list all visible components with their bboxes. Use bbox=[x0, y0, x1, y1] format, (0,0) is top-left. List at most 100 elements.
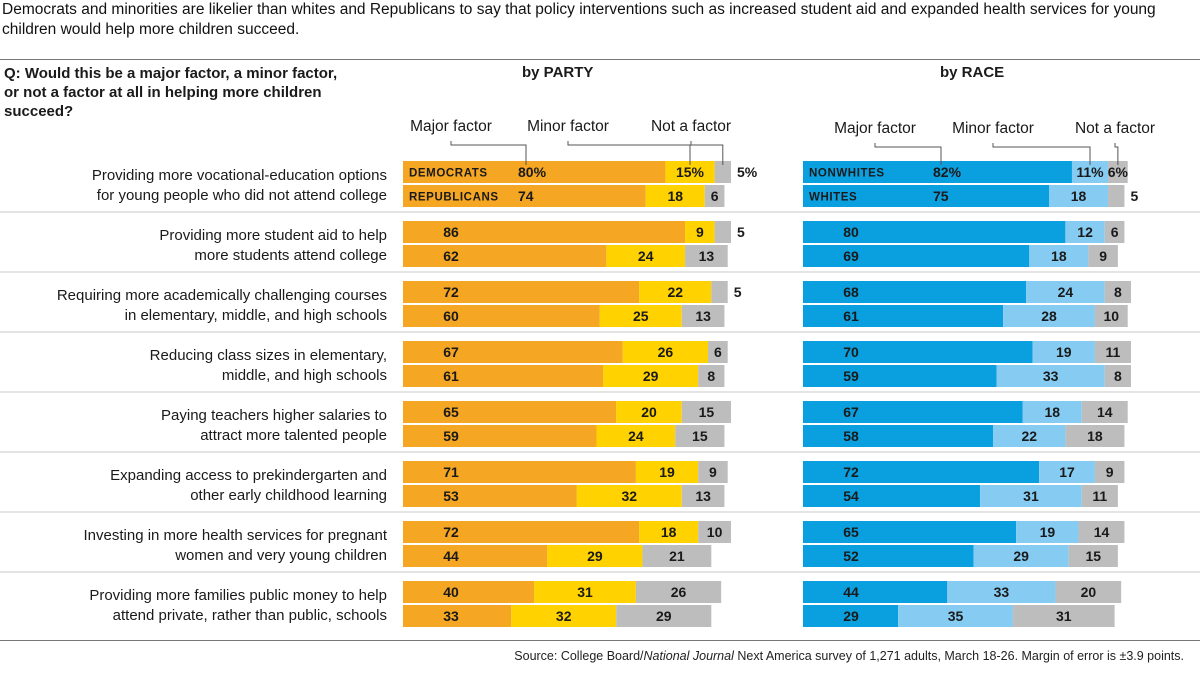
party-value-label: 24 bbox=[638, 248, 654, 264]
race-value-label: 8 bbox=[1114, 368, 1122, 384]
race-bar-minor bbox=[1071, 161, 1109, 183]
party-value-label: 9 bbox=[696, 224, 704, 240]
party-bar-minor bbox=[639, 521, 699, 543]
category-label: Providing more families public money to … bbox=[89, 587, 387, 604]
race-bar-not bbox=[1088, 245, 1118, 267]
party-value-label: 62 bbox=[443, 248, 459, 264]
race-value-label: 6 bbox=[1111, 224, 1119, 240]
party-bar-minor bbox=[639, 281, 712, 303]
race-bar-minor bbox=[980, 485, 1082, 507]
party-bar-not bbox=[681, 485, 725, 507]
party-value-label: 15 bbox=[699, 404, 715, 420]
party-bar-minor bbox=[685, 221, 715, 243]
race-bar-major bbox=[803, 425, 994, 447]
party-value-label: 13 bbox=[699, 248, 715, 264]
party-value-label: 59 bbox=[443, 428, 459, 444]
race-value-label: 69 bbox=[843, 248, 859, 264]
category-label: women and very young children bbox=[174, 547, 387, 564]
bottom-rule bbox=[0, 640, 1200, 641]
source-suffix: Next America survey of 1,271 adults, Mar… bbox=[733, 649, 1184, 663]
race-legend-label: Minor factor bbox=[952, 120, 1034, 137]
party-bar-major bbox=[403, 605, 512, 627]
race-bar-not bbox=[1068, 545, 1118, 567]
party-group-label: REPUBLICANS bbox=[409, 192, 499, 204]
party-bar-major bbox=[403, 341, 623, 363]
race-bar-major bbox=[803, 605, 899, 627]
race-value-label: 24 bbox=[1058, 284, 1074, 300]
race-value-label: 22 bbox=[1022, 428, 1038, 444]
party-value-label: 26 bbox=[671, 584, 687, 600]
race-value-label: 28 bbox=[1041, 308, 1057, 324]
race-value-label: 18 bbox=[1051, 248, 1067, 264]
race-bar-major bbox=[803, 365, 997, 387]
race-value-label: 6% bbox=[1108, 164, 1129, 180]
party-value-label: 15 bbox=[692, 428, 708, 444]
category-label: in elementary, middle, and high schools bbox=[125, 307, 387, 324]
race-value-label: 33 bbox=[994, 584, 1010, 600]
source-note: Source: College Board/National Journal N… bbox=[514, 649, 1184, 663]
party-bar-major bbox=[403, 545, 548, 567]
party-legend-leader bbox=[690, 141, 724, 165]
party-value-label: 5 bbox=[734, 284, 742, 300]
race-value-label: 59 bbox=[843, 368, 859, 384]
party-value-label: 13 bbox=[695, 488, 711, 504]
party-bar-major bbox=[403, 305, 600, 327]
race-bar-minor bbox=[973, 545, 1069, 567]
party-legend-label: Minor factor bbox=[527, 118, 609, 135]
party-value-label: 20 bbox=[641, 404, 657, 420]
race-legend-label: Major factor bbox=[834, 120, 916, 137]
category-label: Expanding access to prekindergarten and bbox=[110, 467, 387, 484]
race-value-label: 18 bbox=[1071, 188, 1087, 204]
race-bar-major bbox=[803, 485, 981, 507]
category-label: other early childhood learning bbox=[190, 487, 387, 504]
party-value-label: 61 bbox=[443, 368, 459, 384]
race-bar-major bbox=[803, 305, 1004, 327]
race-value-label: 11 bbox=[1092, 488, 1107, 504]
party-value-label: 40 bbox=[443, 584, 459, 600]
race-bar-minor bbox=[1026, 281, 1105, 303]
race-bar-minor bbox=[1029, 245, 1089, 267]
party-value-label: 18 bbox=[661, 524, 677, 540]
category-label: Providing more student aid to help bbox=[159, 227, 387, 244]
party-bar-major bbox=[403, 461, 636, 483]
race-bar-minor bbox=[1065, 221, 1105, 243]
race-bar-not bbox=[1055, 581, 1122, 603]
race-legend-leader bbox=[1114, 143, 1119, 165]
race-bar-not bbox=[1094, 305, 1128, 327]
party-bar-major bbox=[403, 365, 604, 387]
party-value-label: 5 bbox=[737, 224, 745, 240]
race-value-label: 17 bbox=[1059, 464, 1075, 480]
party-bar-minor bbox=[645, 185, 705, 207]
party-value-label: 22 bbox=[667, 284, 683, 300]
party-bar-minor bbox=[576, 485, 682, 507]
race-bar-not bbox=[1065, 425, 1125, 447]
race-value-label: 33 bbox=[1043, 368, 1059, 384]
race-value-label: 19 bbox=[1056, 344, 1072, 360]
race-value-label: 14 bbox=[1097, 404, 1113, 420]
party-bar-not bbox=[675, 425, 725, 447]
race-bar-major bbox=[803, 401, 1023, 423]
race-value-label: 5 bbox=[1130, 188, 1138, 204]
race-bar-not bbox=[1081, 485, 1118, 507]
race-value-label: 9 bbox=[1106, 464, 1114, 480]
race-bar-minor bbox=[1016, 521, 1079, 543]
race-value-label: 8 bbox=[1114, 284, 1122, 300]
race-bar-not bbox=[1104, 365, 1131, 387]
race-value-label: 61 bbox=[843, 308, 859, 324]
party-bar-major bbox=[403, 425, 597, 447]
race-value-label: 58 bbox=[843, 428, 859, 444]
category-label: Paying teachers higher salaries to bbox=[161, 407, 387, 424]
race-bar-minor bbox=[1039, 461, 1095, 483]
category-label: for young people who did not attend coll… bbox=[97, 187, 387, 204]
party-bar-not bbox=[711, 281, 728, 303]
party-bar-major bbox=[403, 485, 577, 507]
party-value-label: 53 bbox=[443, 488, 459, 504]
party-value-label: 74 bbox=[518, 188, 534, 204]
category-label: Requiring more academically challenging … bbox=[57, 287, 387, 304]
race-bar-not bbox=[1104, 221, 1125, 243]
race-value-label: 31 bbox=[1056, 608, 1072, 624]
party-value-label: 44 bbox=[443, 548, 459, 564]
party-bar-not bbox=[714, 221, 731, 243]
party-value-label: 80% bbox=[518, 164, 547, 180]
